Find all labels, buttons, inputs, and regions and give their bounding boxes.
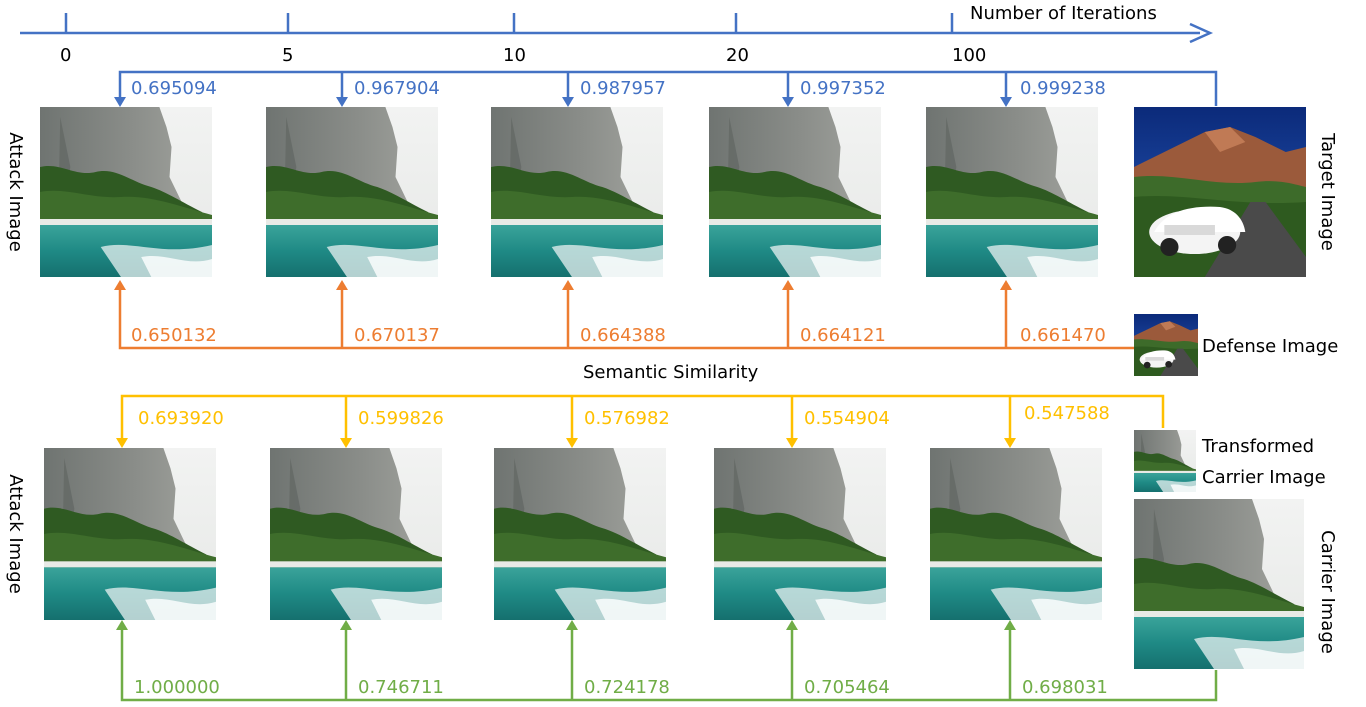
attack-image-top-iter-20: [709, 107, 881, 277]
defense-score-iter-20: 0.664121: [800, 325, 886, 346]
timeline-label-0: 0: [60, 45, 72, 66]
target-image-label: Target Image: [1317, 133, 1338, 251]
defense-image: [1134, 314, 1198, 376]
transformed-arrowheads: [116, 438, 1016, 448]
defense-score-iter-10: 0.664388: [580, 325, 666, 346]
attack-image-top-iter-5: [266, 107, 438, 277]
transformed-score-iter-10: 0.576982: [584, 408, 670, 429]
timeline-arrowhead: [1189, 22, 1214, 44]
target-arrowheads: [114, 97, 1012, 107]
target-score-iter-100: 0.999238: [1020, 78, 1106, 99]
transformed-score-iter-5: 0.599826: [358, 408, 444, 429]
transformed-score-iter-100: 0.547588: [1024, 403, 1110, 424]
transformed-carrier-label-line1: Transformed: [1202, 436, 1315, 457]
attack-image-top-iter-0: [40, 107, 212, 277]
transformed-carrier-image: [1134, 430, 1196, 492]
defense-score-iter-100: 0.661470: [1020, 325, 1106, 346]
defense-score-iter-5: 0.670137: [354, 325, 440, 346]
defense-arrowheads: [114, 280, 1012, 290]
target-score-iter-0: 0.695094: [131, 78, 217, 99]
attack-image-bottom-label: Attack Image: [5, 474, 26, 594]
transformed-score-iter-0: 0.693920: [138, 408, 224, 429]
timeline-label-100: 100: [952, 45, 987, 66]
timeline-label-20: 20: [726, 45, 749, 66]
carrier-score-iter-20: 0.705464: [804, 677, 890, 698]
attack-image-bottom-iter-100: [930, 448, 1102, 620]
timeline-label-10: 10: [503, 45, 526, 66]
defense-image-label: Defense Image: [1202, 336, 1339, 357]
defense-score-iter-0: 0.650132: [131, 325, 217, 346]
timeline-title: Number of Iterations: [970, 3, 1157, 24]
transformed-score-iter-20: 0.554904: [804, 408, 890, 429]
carrier-image-label: Carrier Image: [1317, 530, 1338, 654]
attack-image-bottom-iter-0: [44, 448, 216, 620]
transformed-similarity-connector: [120, 394, 1165, 440]
attack-image-bottom-iter-5: [270, 448, 442, 620]
carrier-image: [1134, 499, 1304, 669]
target-score-iter-20: 0.997352: [800, 78, 886, 99]
carrier-score-iter-5: 0.746711: [358, 677, 444, 698]
attack-image-bottom-iter-20: [714, 448, 886, 620]
semantic-similarity-label: Semantic Similarity: [583, 362, 759, 383]
transformed-carrier-label-line2: Carrier Image: [1202, 467, 1326, 488]
attack-image-bottom-iter-10: [494, 448, 666, 620]
defense-similarity-connector: [118, 290, 1134, 350]
target-score-iter-10: 0.987957: [580, 78, 666, 99]
iteration-timeline: [20, 13, 1214, 44]
target-score-iter-5: 0.967904: [354, 78, 440, 99]
attack-image-top-iter-100: [926, 107, 1098, 277]
attack-image-top-label: Attack Image: [5, 132, 26, 252]
timeline-label-5: 5: [282, 45, 294, 66]
carrier-score-iter-10: 0.724178: [584, 677, 670, 698]
carrier-score-iter-0: 1.000000: [134, 677, 220, 698]
attack-image-top-iter-10: [491, 107, 663, 277]
target-image: [1134, 107, 1306, 277]
carrier-score-iter-100: 0.698031: [1022, 677, 1108, 698]
carrier-similarity-connector: [120, 630, 1218, 702]
carrier-arrowheads: [116, 620, 1016, 630]
